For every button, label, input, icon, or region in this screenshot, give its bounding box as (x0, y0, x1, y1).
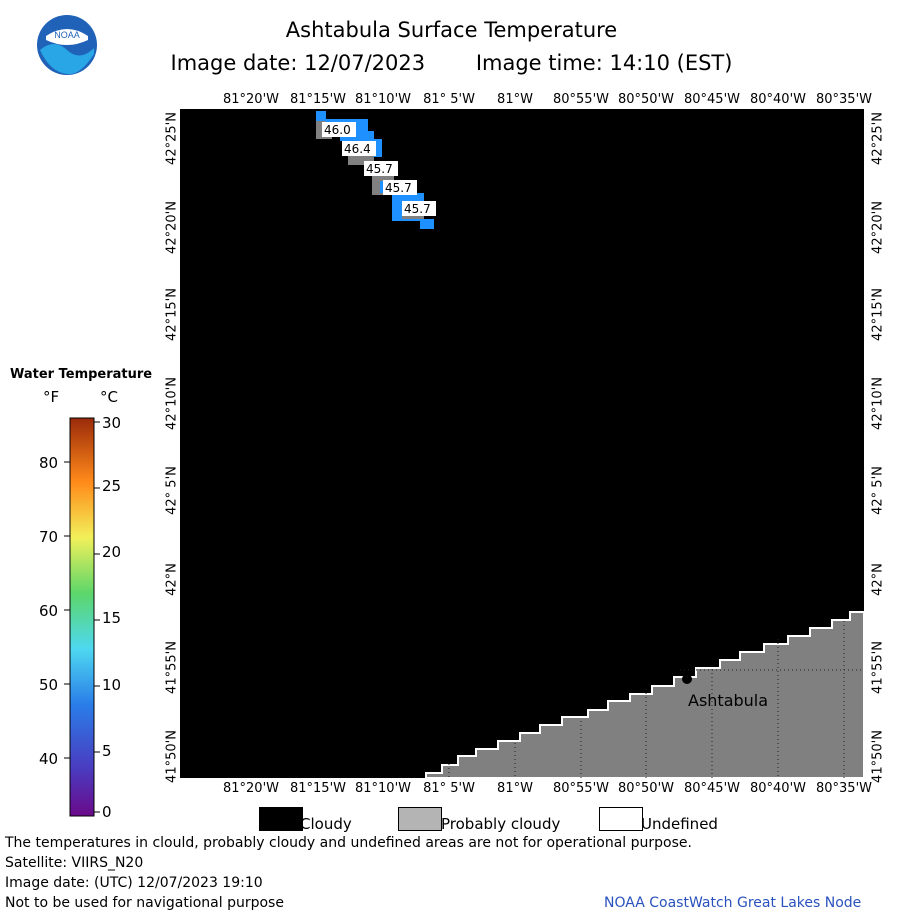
lat-label: 42° 5'N (164, 466, 180, 515)
lon-label: 80°50'W (617, 92, 675, 107)
legend-c-tick: 0 (102, 803, 112, 821)
svg-text:NOAA: NOAA (54, 30, 80, 40)
image-date: Image date: 12/07/2023 (170, 51, 426, 75)
cloudy-swatch (259, 807, 303, 831)
city-label: Ashtabula (688, 691, 768, 710)
undefined-swatch (599, 807, 643, 831)
utc-date-text: Image date: (UTC) 12/07/2023 19:10 (5, 875, 263, 891)
lat-label: 41°55'N (164, 641, 180, 694)
lon-label: 80°40'W (749, 781, 807, 796)
lat-label: 41°50'N (164, 730, 180, 783)
legend-title: Water Temperature (10, 367, 153, 382)
image-time: Image time: 14:10 (EST) (475, 51, 733, 75)
lon-label: 81°15'W (289, 92, 347, 107)
temperature-label: 46.4 (344, 142, 371, 156)
legend-unit-c: °C (100, 388, 118, 406)
lat-label: 42°10'N (870, 377, 886, 430)
satellite-text: Satellite: VIIRS_N20 (5, 855, 144, 871)
lat-label: 42°25'N (870, 112, 886, 165)
lon-label: 81°20'W (222, 781, 280, 796)
lon-label: 80°35'W (815, 92, 873, 107)
temperature-label: 45.7 (404, 202, 431, 216)
lat-label: 42°25'N (164, 112, 180, 165)
legend-f-tick: 60 (39, 602, 59, 620)
lat-label: 42°15'N (164, 288, 180, 341)
lon-label: 81°10'W (354, 781, 412, 796)
temperature-label: 45.7 (385, 181, 412, 195)
legend-f-tick: 80 (39, 454, 59, 472)
noaa-logo: NOAA (36, 14, 98, 76)
lon-label: 80°45'W (683, 781, 741, 796)
lon-label: 80°55'W (552, 781, 610, 796)
lat-label: 41°55'N (870, 641, 886, 694)
land-gridlines (448, 621, 864, 778)
lat-label: 42°20'N (164, 201, 180, 254)
lon-label: 80°35'W (815, 781, 873, 796)
lon-label: 80°55'W (552, 92, 610, 107)
legend-c-tick: 10 (102, 676, 122, 694)
legend-c-tick: 25 (102, 477, 122, 495)
lon-label: 80°40'W (749, 92, 807, 107)
lon-label: 81°10'W (354, 92, 412, 107)
legend-c-tick: 30 (102, 414, 122, 432)
lon-label: 81°15'W (289, 781, 347, 796)
lat-label: 42°10'N (164, 377, 180, 430)
temperature-label: 45.7 (366, 162, 393, 176)
legend-f-tick: 50 (39, 676, 59, 694)
lon-label: 81° 5'W (423, 92, 475, 107)
legend-c-tick: 5 (102, 742, 112, 760)
lon-label: 80°50'W (617, 781, 675, 796)
disclaimer-text: The temperatures in clould, probably clo… (5, 835, 692, 851)
lon-label: 81°20'W (222, 92, 280, 107)
probably-cloudy-swatch (398, 807, 442, 831)
legend-c-tick: 20 (102, 543, 122, 561)
undefined-label: Undefined (641, 815, 718, 833)
lat-label: 42°20'N (870, 201, 886, 254)
lat-label: 41°50'N (870, 730, 886, 783)
legend-unit-f: °F (43, 388, 60, 406)
legend-c-tick: 15 (102, 609, 122, 627)
temperature-map: Ashtabula 46.0 46.4 45.7 45.7 45.7 (180, 109, 864, 778)
land-area (425, 611, 864, 778)
temperature-label: 46.0 (324, 123, 351, 137)
city-marker (682, 674, 692, 684)
legend-f-tick: 70 (39, 528, 59, 546)
lat-label: 42°N (870, 563, 886, 596)
lon-label: 81° 5'W (423, 781, 475, 796)
image-date-time: Image date: 12/07/2023 Image time: 14:10… (0, 51, 903, 75)
lon-label: 80°45'W (683, 92, 741, 107)
page-title: Ashtabula Surface Temperature (285, 18, 618, 42)
navigation-warning: Not to be used for navigational purpose (5, 895, 284, 911)
lon-label: 81°W (497, 92, 533, 107)
legend-f-tick: 40 (39, 750, 59, 768)
cloudy-label: Cloudy (300, 815, 352, 833)
lat-label: 42° 5'N (870, 466, 886, 515)
temperature-colorbar (64, 417, 100, 817)
lat-label: 42°N (164, 563, 180, 596)
probably-cloudy-label: Probably cloudy (441, 815, 561, 833)
lat-label: 42°15'N (870, 288, 886, 341)
credit-text: NOAA CoastWatch Great Lakes Node (604, 895, 862, 911)
lon-label: 81°W (497, 781, 533, 796)
